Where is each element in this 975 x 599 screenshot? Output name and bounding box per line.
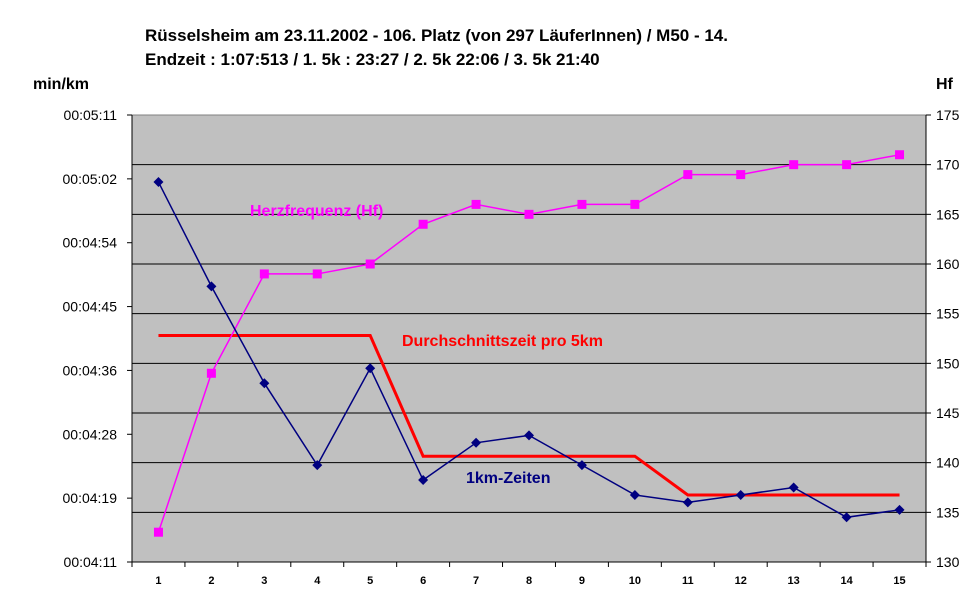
x-tick-label: 5 bbox=[367, 575, 373, 587]
pace-point bbox=[841, 512, 852, 523]
right-tick-label: 135 bbox=[936, 504, 960, 520]
x-tick-label: 8 bbox=[526, 575, 532, 587]
label-heartrate: Herzfrequenz (Hf) bbox=[250, 203, 383, 220]
pace-point bbox=[524, 430, 534, 441]
heartrate-point bbox=[842, 160, 852, 170]
heartrate-point bbox=[259, 269, 269, 279]
right-axis-unit: Hf bbox=[936, 76, 953, 93]
x-tick-label: 10 bbox=[629, 575, 641, 587]
right-tick-label: 140 bbox=[936, 455, 960, 471]
pace-point bbox=[735, 489, 746, 500]
pace-point bbox=[206, 281, 217, 292]
x-tick-label: 2 bbox=[208, 575, 214, 587]
right-tick-label: 130 bbox=[936, 554, 960, 570]
pace-point bbox=[153, 177, 164, 188]
right-tick-label: 170 bbox=[936, 157, 960, 173]
pace-point bbox=[788, 482, 799, 493]
pace-point bbox=[259, 378, 270, 389]
x-tick-label: 15 bbox=[893, 575, 905, 587]
left-tick-label: 00:04:36 bbox=[63, 362, 118, 378]
x-tick-label: 9 bbox=[579, 575, 585, 587]
heartrate-point bbox=[206, 368, 216, 378]
heartrate-point bbox=[418, 219, 428, 229]
x-tick-label: 14 bbox=[840, 575, 853, 587]
x-tick-label: 13 bbox=[788, 575, 800, 587]
label-pace: 1km-Zeiten bbox=[466, 470, 550, 487]
right-tick-label: 145 bbox=[936, 405, 960, 421]
heartrate-point bbox=[312, 269, 322, 279]
right-tick-label: 160 bbox=[936, 256, 960, 272]
heartrate-point bbox=[683, 170, 693, 180]
right-tick-label: 175 bbox=[936, 107, 960, 123]
pace-point bbox=[629, 489, 640, 500]
heartrate-point bbox=[524, 209, 534, 219]
chart-title-line2: Endzeit : 1:07:513 / 1. 5k : 23:27 / 2. … bbox=[145, 50, 600, 69]
left-tick-label: 00:04:54 bbox=[63, 235, 118, 251]
chart-title-line1: Rüsselsheim am 23.11.2002 - 106. Platz (… bbox=[145, 26, 728, 45]
pace-point bbox=[682, 497, 693, 508]
pace-point bbox=[418, 475, 429, 486]
left-tick-label: 00:05:02 bbox=[63, 171, 118, 187]
x-tick-label: 11 bbox=[682, 575, 694, 587]
x-tick-label: 12 bbox=[735, 575, 747, 587]
x-tick-label: 1 bbox=[155, 575, 161, 587]
pace-point bbox=[576, 460, 587, 471]
left-tick-label: 00:04:19 bbox=[63, 490, 118, 506]
x-tick-label: 4 bbox=[314, 575, 321, 587]
pace-point bbox=[312, 460, 323, 471]
pace-point bbox=[365, 363, 376, 374]
heartrate-point bbox=[895, 150, 905, 160]
series-line-average bbox=[158, 334, 900, 497]
pace-point bbox=[894, 504, 905, 515]
label-average: Durchschnittszeit pro 5km bbox=[402, 333, 603, 350]
heartrate-point bbox=[630, 199, 640, 209]
left-tick-label: 00:04:45 bbox=[63, 299, 118, 315]
heartrate-point bbox=[365, 259, 375, 269]
left-tick-label: 00:04:28 bbox=[63, 426, 118, 442]
left-tick-label: 00:04:11 bbox=[64, 554, 118, 570]
left-tick-label: 00:05:11 bbox=[64, 107, 118, 123]
x-tick-label: 6 bbox=[420, 575, 426, 587]
pace-point bbox=[471, 437, 482, 448]
heartrate-point bbox=[789, 160, 799, 170]
right-tick-label: 150 bbox=[936, 355, 960, 371]
x-tick-label: 7 bbox=[473, 575, 479, 587]
heartrate-point bbox=[577, 199, 587, 209]
heartrate-point bbox=[736, 170, 746, 180]
heartrate-point bbox=[153, 527, 163, 537]
right-tick-label: 165 bbox=[936, 206, 960, 222]
right-tick-label: 155 bbox=[936, 306, 960, 322]
left-axis-unit: min/km bbox=[33, 76, 90, 93]
x-tick-label: 3 bbox=[261, 575, 267, 587]
heartrate-point bbox=[471, 199, 481, 209]
